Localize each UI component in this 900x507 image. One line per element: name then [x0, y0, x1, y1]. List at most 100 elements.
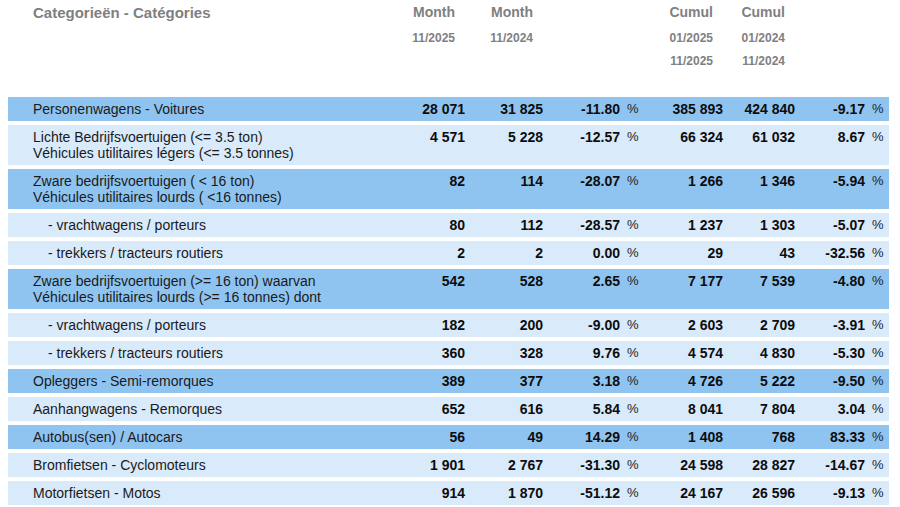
table-row: - trekkers / tracteurs routiers3603289.7…: [8, 341, 889, 365]
category-label-line: Zware bedrijfsvoertuigen ( < 16 ton): [33, 173, 385, 189]
month-2025-title: Month: [375, 4, 455, 21]
category-label-line: - vrachtwagens / porteurs: [48, 217, 385, 233]
cumul-2024-title: Cumul: [713, 4, 785, 21]
category-label-line: Bromfietsen - Cyclomoteurs: [33, 457, 385, 473]
month-change-value: -12.57: [543, 129, 620, 145]
category-column-header: Categorieën - Catégories: [8, 4, 375, 97]
month-2024-value: 2: [465, 245, 543, 261]
category-label: - trekkers / tracteurs routiers: [8, 245, 385, 261]
table-header: Categorieën - Catégories Month 11/2025 M…: [8, 0, 889, 97]
table-row: Personenwagens - Voitures28 07131 825-11…: [8, 97, 889, 121]
cumul-2024-value: 4 830: [723, 345, 795, 361]
cumul-change-value: -5.30: [795, 345, 865, 361]
month-2025-value: 80: [385, 217, 465, 233]
percent-sign: %: [620, 345, 644, 361]
percent-sign: %: [865, 217, 889, 233]
spacer: [610, 4, 634, 97]
month-2025-value: 28 071: [385, 101, 465, 117]
table-row: Motorfietsen - Motos9141 870-51.12%24 16…: [8, 481, 889, 505]
category-label-line: Véhicules utilitaires lourds ( <16 tonne…: [33, 189, 385, 205]
month-2024-value: 2 767: [465, 457, 543, 473]
month-change-value: 5.84: [543, 401, 620, 417]
month-2025-value: 542: [385, 273, 465, 289]
cumul-2024-value: 768: [723, 429, 795, 445]
percent-sign: %: [865, 317, 889, 333]
cumul-change-value: -32.56: [795, 245, 865, 261]
month-2025-value: 56: [385, 429, 465, 445]
month-2025-value: 2: [385, 245, 465, 261]
category-label: Bromfietsen - Cyclomoteurs: [8, 457, 385, 473]
month-2024-title: Month: [455, 4, 533, 21]
percent-sign: %: [865, 245, 889, 261]
cumul-2025-value: 24 598: [644, 457, 723, 473]
month-change-value: 3.18: [543, 373, 620, 389]
month-change-value: -31.30: [543, 457, 620, 473]
cumul-2024-period-start: 01/2024: [713, 32, 785, 45]
percent-sign: %: [620, 485, 644, 501]
month-change-value: -11.80: [543, 101, 620, 117]
category-label-line: Motorfietsen - Motos: [33, 485, 385, 501]
registrations-table: Categorieën - Catégories Month 11/2025 M…: [8, 0, 889, 507]
cumul-2024-value: 1 346: [723, 173, 795, 189]
cumul-2024-value: 7 804: [723, 401, 795, 417]
month-2024-value: 114: [465, 173, 543, 189]
percent-sign: %: [620, 429, 644, 445]
month-2025-value: 82: [385, 173, 465, 189]
cumul-2024-value: 28 827: [723, 457, 795, 473]
month-change-value: 9.76: [543, 345, 620, 361]
month-change-value: 0.00: [543, 245, 620, 261]
percent-sign: %: [865, 457, 889, 473]
cumul-2024-value: 1 303: [723, 217, 795, 233]
category-label: Aanhangwagens - Remorques: [8, 401, 385, 417]
percent-sign: %: [620, 101, 644, 117]
category-label: Motorfietsen - Motos: [8, 485, 385, 501]
month-2024-value: 616: [465, 401, 543, 417]
column-header-cumul-2025: Cumul 01/2025 11/2025: [634, 4, 713, 97]
month-2025-value: 1 901: [385, 457, 465, 473]
table-body: Personenwagens - Voitures28 07131 825-11…: [8, 97, 889, 505]
category-label: Autobus(sen) / Autocars: [8, 429, 385, 445]
cumul-change-value: 8.67: [795, 129, 865, 145]
category-label: Personenwagens - Voitures: [8, 101, 385, 117]
percent-sign: %: [865, 373, 889, 389]
percent-sign: %: [620, 173, 644, 189]
cumul-2024-value: 7 539: [723, 273, 795, 289]
month-2025-value: 182: [385, 317, 465, 333]
percent-sign: %: [620, 401, 644, 417]
cumul-2024-value: 424 840: [723, 101, 795, 117]
cumul-2025-period-end: 11/2025: [634, 55, 713, 68]
cumul-change-value: 3.04: [795, 401, 865, 417]
percent-sign: %: [865, 429, 889, 445]
category-label: - vrachtwagens / porteurs: [8, 317, 385, 333]
cumul-2025-value: 29: [644, 245, 723, 261]
month-2025-value: 360: [385, 345, 465, 361]
column-header-month-2024: Month 11/2024: [455, 4, 533, 97]
cumul-change-value: -5.07: [795, 217, 865, 233]
category-label-line: - trekkers / tracteurs routiers: [48, 245, 385, 261]
category-label-line: Aanhangwagens - Remorques: [33, 401, 385, 417]
cumul-2025-value: 1 266: [644, 173, 723, 189]
month-change-value: -28.57: [543, 217, 620, 233]
category-label-line: Lichte Bedrijfsvoertuigen (<= 3.5 ton): [33, 129, 385, 145]
table-row: Autobus(sen) / Autocars564914.29%1 40876…: [8, 425, 889, 449]
cumul-2024-value: 2 709: [723, 317, 795, 333]
cumul-2025-value: 1 237: [644, 217, 723, 233]
cumul-2025-value: 24 167: [644, 485, 723, 501]
table-row: Bromfietsen - Cyclomoteurs1 9012 767-31.…: [8, 453, 889, 477]
month-2024-value: 49: [465, 429, 543, 445]
category-label-line: Véhicules utilitaires lourds (>= 16 tonn…: [33, 289, 385, 305]
percent-sign: %: [620, 373, 644, 389]
category-label-line: - trekkers / tracteurs routiers: [48, 345, 385, 361]
table-row: Zware bedrijfsvoertuigen (>= 16 ton) waa…: [8, 269, 889, 309]
category-label-line: Véhicules utilitaires légers (<= 3.5 ton…: [33, 145, 385, 161]
table-row: - trekkers / tracteurs routiers220.00%29…: [8, 241, 889, 265]
category-label-line: Autobus(sen) / Autocars: [33, 429, 385, 445]
cumul-change-value: -3.91: [795, 317, 865, 333]
category-label: Zware bedrijfsvoertuigen (>= 16 ton) waa…: [8, 273, 385, 305]
table-row: - vrachtwagens / porteurs182200-9.00%2 6…: [8, 313, 889, 337]
cumul-2025-value: 8 041: [644, 401, 723, 417]
cumul-2025-value: 4 574: [644, 345, 723, 361]
percent-sign: %: [865, 273, 889, 289]
month-2024-value: 200: [465, 317, 543, 333]
spacer: [785, 4, 855, 97]
